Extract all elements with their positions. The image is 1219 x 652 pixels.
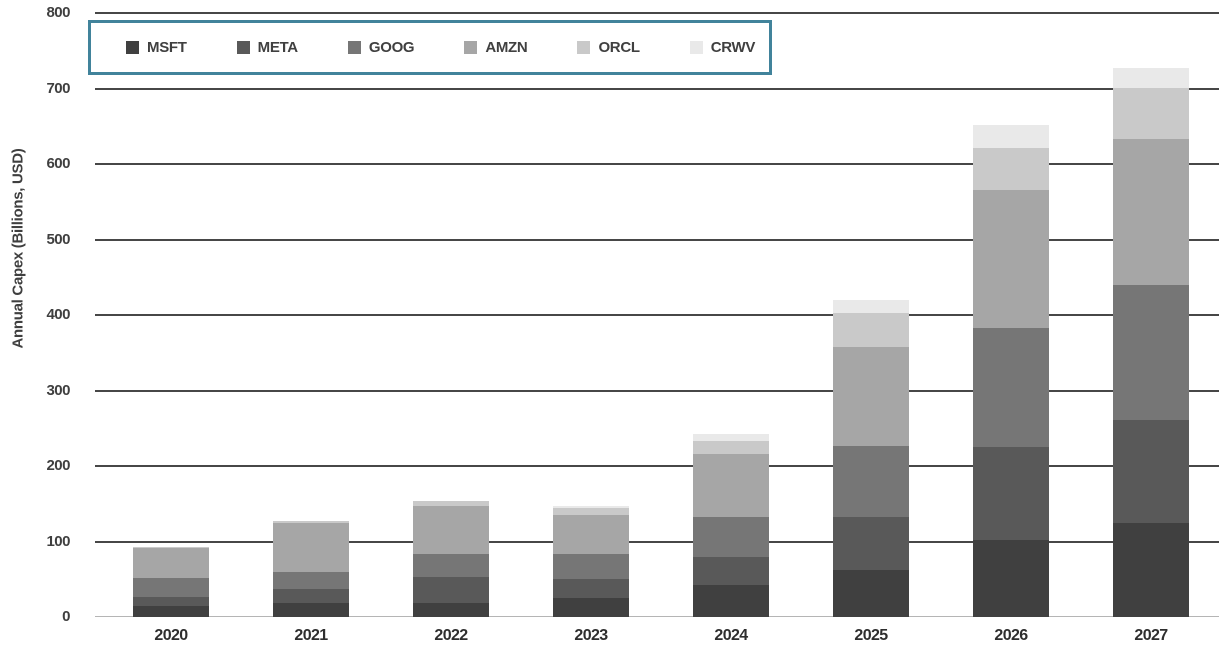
bar-segment-goog-2026 (973, 327, 1049, 448)
bar-segment-amzn-2026 (973, 189, 1049, 328)
gridline-200 (95, 465, 1219, 467)
legend-label-crwv: CRWV (710, 39, 756, 56)
bar-segment-meta-2025 (833, 516, 909, 571)
y-tick-label-300: 300 (46, 381, 70, 399)
x-tick-label-2027: 2027 (1134, 627, 1168, 644)
legend-label-msft: MSFT (147, 39, 187, 56)
bar-segment-msft-2027 (1113, 523, 1189, 617)
y-tick-label-700: 700 (46, 79, 70, 97)
bar-segment-goog-2027 (1113, 284, 1189, 420)
bar-segment-amzn-2022 (413, 506, 489, 554)
bar-segment-msft-2022 (413, 602, 489, 617)
legend-label-meta: META (257, 39, 298, 56)
bar-segment-goog-2020 (133, 578, 209, 597)
bar-segment-crwv-2024 (693, 434, 769, 442)
bar-segment-meta-2024 (693, 556, 769, 586)
bar-segment-amzn-2023 (553, 515, 629, 555)
x-tick-label-2024: 2024 (714, 627, 748, 644)
bar-segment-amzn-2024 (693, 453, 769, 518)
bar-segment-meta-2023 (553, 579, 629, 599)
legend-label-orcl: ORCL (598, 39, 640, 56)
bar-segment-amzn-2021 (273, 522, 349, 572)
y-tick-label-0: 0 (62, 608, 70, 625)
legend-item-amzn: AMZN (464, 39, 528, 56)
bar-segment-goog-2022 (413, 553, 489, 577)
bar-segment-meta-2026 (973, 447, 1049, 540)
bar-segment-msft-2020 (133, 606, 209, 617)
chart-legend: MSFT META GOOG AMZN ORCL CRWV (88, 20, 772, 75)
bar-segment-orcl-2025 (833, 312, 909, 348)
bar-segment-orcl-2020 (133, 546, 209, 548)
x-tick-label-2022: 2022 (434, 627, 468, 644)
bar-segment-msft-2024 (693, 585, 769, 617)
bar-segment-meta-2027 (1113, 419, 1189, 524)
bar-segment-orcl-2024 (693, 441, 769, 454)
bar-segment-amzn-2025 (833, 347, 909, 447)
bar-segment-msft-2026 (973, 539, 1049, 617)
bar-segment-orcl-2021 (273, 521, 349, 523)
gridline-700 (95, 87, 1219, 90)
y-tick-label-400: 400 (46, 306, 70, 323)
bar-segment-meta-2021 (273, 589, 349, 604)
legend-item-crwv: CRWV (689, 39, 756, 56)
bar-segment-goog-2025 (833, 446, 909, 517)
bar-segment-goog-2021 (273, 571, 349, 590)
bar-segment-amzn-2020 (133, 547, 209, 579)
x-tick-label-2020: 2020 (154, 627, 188, 644)
bar-segment-crwv-2026 (973, 124, 1049, 149)
gridline-800 (95, 12, 1219, 14)
bar-segment-orcl-2023 (553, 507, 629, 516)
bar-segment-goog-2024 (693, 517, 769, 557)
gridline-100 (95, 540, 1219, 543)
bar-segment-crwv-2027 (1113, 68, 1189, 88)
legend-item-msft: MSFT (126, 39, 187, 56)
legend-label-goog: GOOG (368, 39, 415, 56)
y-tick-label-500: 500 (46, 230, 70, 248)
x-tick-label-2023: 2023 (574, 627, 608, 644)
gridline-300 (95, 389, 1219, 392)
bar-segment-meta-2020 (133, 596, 209, 607)
gridline-600 (95, 163, 1219, 165)
bar-segment-orcl-2026 (973, 148, 1049, 190)
legend-swatch-goog (347, 41, 361, 54)
y-tick-label-200: 200 (46, 457, 70, 474)
legend-swatch-amzn (464, 41, 478, 54)
legend-label-amzn: AMZN (485, 39, 528, 56)
gridline-0 (95, 616, 1219, 617)
bar-segment-orcl-2022 (413, 500, 489, 506)
bar-segment-amzn-2027 (1113, 139, 1189, 285)
y-tick-label-800: 800 (46, 4, 70, 21)
bar-segment-msft-2023 (553, 598, 629, 617)
x-tick-label-2026: 2026 (994, 627, 1028, 644)
bar-segment-goog-2023 (553, 554, 629, 580)
y-tick-label-600: 600 (46, 155, 70, 172)
legend-swatch-msft (126, 41, 139, 54)
bar-segment-orcl-2027 (1113, 87, 1189, 140)
bar-segment-meta-2022 (413, 576, 489, 603)
bar-segment-msft-2021 (273, 603, 349, 617)
legend-item-orcl: ORCL (577, 39, 640, 56)
bar-segment-crwv-2023 (553, 506, 629, 508)
gridline-500 (95, 238, 1219, 241)
legend-item-goog: GOOG (347, 39, 415, 56)
legend-swatch-crwv (689, 41, 703, 54)
legend-swatch-orcl (577, 41, 591, 54)
gridline-400 (95, 314, 1219, 316)
bar-segment-msft-2025 (833, 570, 909, 617)
legend-swatch-meta (236, 41, 250, 54)
legend-item-meta: META (236, 39, 298, 56)
y-tick-label-100: 100 (46, 532, 70, 550)
bar-segment-crwv-2025 (833, 299, 909, 313)
x-tick-label-2025: 2025 (854, 627, 888, 644)
x-tick-label-2021: 2021 (294, 627, 328, 644)
